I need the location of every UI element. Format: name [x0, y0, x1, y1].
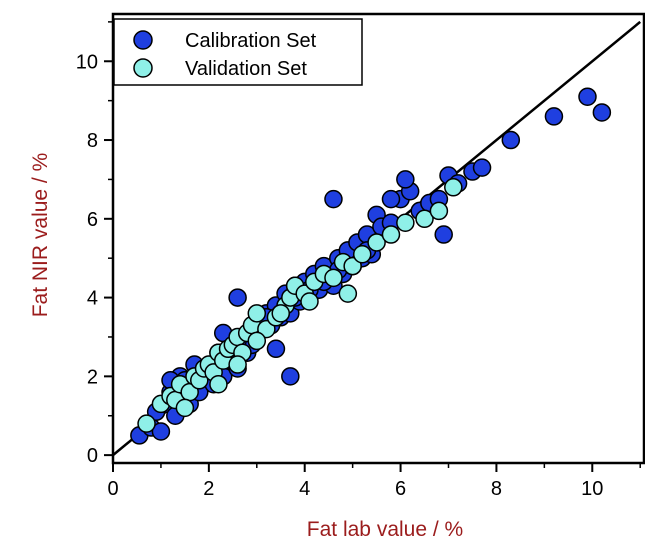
validation-point [209, 374, 228, 394]
validation-point [444, 178, 463, 197]
x-tick-label: 0 [107, 478, 118, 500]
validation-point [381, 225, 401, 244]
calibration-point [592, 103, 612, 122]
validation-point [396, 213, 415, 232]
legend-label-validation: Validation Set [185, 58, 307, 80]
y-tick-label: 4 [87, 288, 98, 310]
axis-ticks: 0 2 4 6 8 10 0 2 4 6 8 10 [76, 21, 641, 500]
x-tick-label: 8 [491, 478, 502, 500]
calibration-point [381, 189, 401, 209]
calibration-point [151, 422, 171, 441]
legend-marker-validation [133, 58, 153, 78]
validation-point [300, 292, 319, 311]
validation-point [352, 245, 372, 264]
calibration-point [266, 339, 286, 359]
plot-frame [111, 12, 645, 465]
x-tick-label: 10 [581, 478, 603, 500]
calibration-series [130, 87, 612, 445]
validation-point [228, 355, 247, 374]
calibration-point [501, 130, 521, 150]
validation-point [257, 319, 276, 339]
legend-marker-calibration [133, 30, 153, 50]
y-axis-title: Fat NIR value / % [29, 153, 52, 318]
y-tick-label: 0 [87, 445, 98, 467]
validation-point [137, 414, 156, 433]
legend-box [113, 18, 363, 86]
legend-label-calibration: Calibration Set [185, 30, 317, 52]
calibration-point [228, 288, 247, 307]
validation-point [247, 331, 267, 351]
x-tick-label: 4 [299, 478, 310, 500]
calibration-point [324, 189, 343, 209]
validation-point [429, 201, 449, 221]
validation-point [343, 256, 362, 276]
validation-point [247, 304, 267, 323]
validation-point [324, 268, 343, 288]
plot-area-border [111, 12, 645, 465]
validation-point [415, 209, 434, 229]
data-points [130, 87, 612, 445]
y-tick-label: 8 [87, 130, 98, 152]
y-tick-label: 6 [87, 209, 98, 231]
validation-series [137, 178, 463, 433]
calibration-point [396, 170, 415, 189]
validation-point [338, 284, 358, 303]
validation-point [175, 398, 195, 418]
calibration-point [434, 225, 453, 244]
calibration-point [578, 87, 597, 106]
calibration-point [472, 158, 492, 177]
y-tick-label: 10 [76, 51, 98, 73]
x-tick-label: 6 [395, 478, 406, 500]
y-tick-label: 2 [87, 366, 98, 388]
validation-point [271, 304, 290, 323]
x-axis-title: Fat lab value / % [307, 518, 463, 541]
x-tick-label: 2 [203, 478, 214, 500]
legend: Calibration Set Validation Set [113, 18, 363, 86]
calibration-point [281, 367, 300, 386]
calibration-point [544, 107, 564, 126]
validation-point [367, 233, 386, 252]
